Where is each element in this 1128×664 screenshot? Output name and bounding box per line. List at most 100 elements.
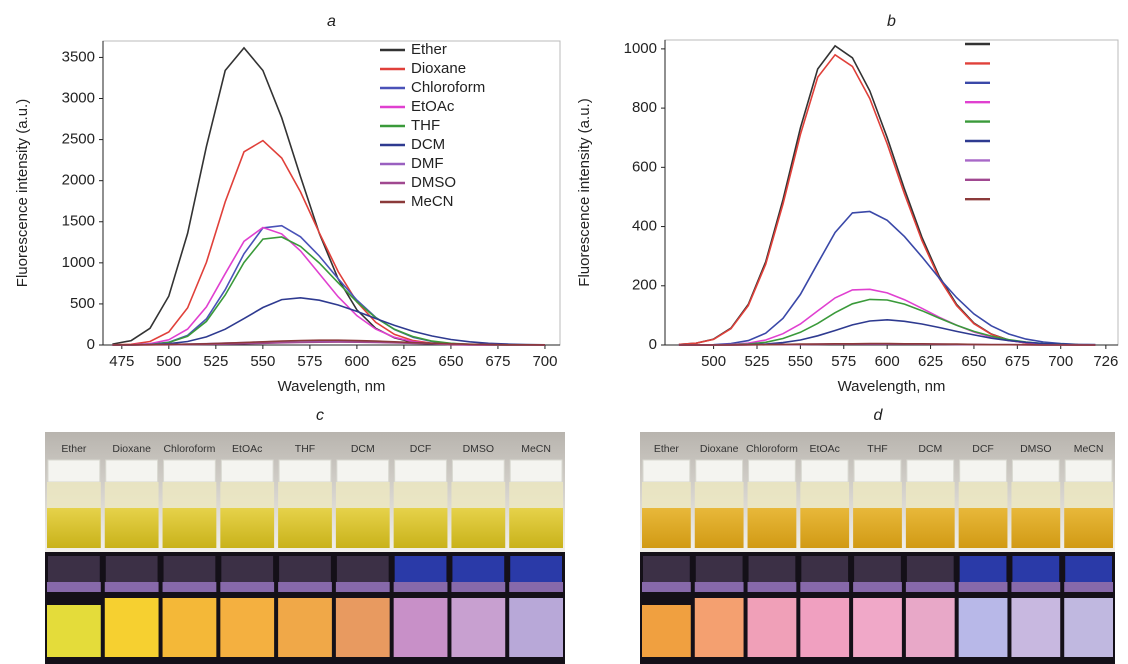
x-tick-label: 475 [109,353,134,370]
x-tick-label: 726 [1093,353,1118,370]
vial-liquid-uv [335,598,390,657]
vial-glass [335,482,390,508]
vial-glass [800,482,850,508]
vial-cap [220,459,274,483]
vial-cap [47,459,101,483]
vial-cap-uv [695,556,743,582]
series-line [112,226,545,346]
vial-label: Ether [654,443,680,455]
vial-liquid-uv [1064,598,1113,657]
vial-label: MeCN [1074,443,1104,455]
vial-glass [958,482,1008,508]
x-tick-label: 525 [744,353,769,370]
y-tick-label: 200 [632,277,657,294]
vial-glass [694,482,744,508]
vial-glow [162,582,217,592]
vial-cap [906,459,955,483]
legend-label: Ether [411,41,447,58]
vial-liquid [905,508,955,548]
x-tick-label: 600 [344,353,369,370]
vial-label: DMSO [1020,443,1052,455]
legend-label: Chloroform [411,79,485,96]
legend-label: DMF [411,155,444,172]
vial-glow [451,582,506,592]
chart-title: b [887,13,896,30]
vial-liquid [47,508,101,548]
y-tick-label: 1000 [624,40,657,57]
vial-glow [220,582,275,592]
panel-label: d [874,407,884,424]
vial-liquid [104,508,159,548]
vial-cap-uv [510,556,562,582]
x-tick-label: 575 [831,353,856,370]
vial-cap [1011,459,1060,483]
vial-cap [959,459,1007,483]
vial-liquid-uv [509,598,563,657]
vial-glow [800,582,850,592]
vial-label: EtOAc [810,443,840,455]
vial-liquid [509,508,563,548]
vial-cap-uv [748,556,796,582]
series-line [678,342,1096,346]
vial-liquid-uv [853,598,902,657]
x-tick-label: 675 [1005,353,1030,370]
vial-glass [451,482,506,508]
vial-liquid [642,508,691,548]
vial-cap-uv [394,556,447,582]
vial-liquid-uv [747,598,797,657]
vial-label: Dioxane [700,443,739,455]
vial-liquid [800,508,850,548]
panel-label: c [316,407,324,424]
vial-cap [1064,459,1113,483]
vial-liquid [162,508,217,548]
vial-cap-uv [1012,556,1060,582]
series-line [112,296,546,346]
x-tick-label: 575 [297,353,322,370]
vial-glass [642,482,691,508]
vial-liquid-uv [800,598,850,657]
series-line [678,288,1096,346]
vial-label: MeCN [521,443,551,455]
vial-liquid-uv [47,605,101,657]
y-tick-label: 0 [87,336,95,353]
vial-liquid-uv [162,598,217,657]
y-tick-label: 600 [632,158,657,175]
vial-glass [162,482,217,508]
series-line [112,139,545,346]
legend-label: THF [411,117,440,134]
vial-glow [335,582,390,592]
vial-cap [105,459,159,483]
y-tick-label: 3500 [62,48,95,65]
vial-glow [747,582,797,592]
y-tick-label: 1000 [62,254,95,271]
vial-label: DMSO [463,443,495,455]
vial-label: DCM [918,443,942,455]
vial-cap-uv [801,556,849,582]
vial-cap [695,459,744,483]
vial-liquid-uv [393,598,448,657]
vial-cap-uv [105,556,158,582]
y-tick-label: 800 [632,99,657,116]
vial-liquid [220,508,275,548]
vial-glass [905,482,955,508]
vial-glass [393,482,448,508]
vial-cap [509,459,563,483]
x-tick-label: 650 [438,353,463,370]
y-axis-label: Fluorescence intensity (a.u.) [14,99,31,287]
legend-label: DCM [411,136,445,153]
x-tick-label: 600 [875,353,900,370]
x-tick-label: 550 [788,353,813,370]
series-line [678,53,1096,346]
vial-glow [958,582,1008,592]
vial-cap [853,459,902,483]
legend-label: EtOAc [411,98,455,115]
vial-label: THF [295,443,315,455]
vial-cap-uv [279,556,331,582]
vial-cap-uv [906,556,954,582]
vial-cap [336,459,390,483]
y-tick-label: 2500 [62,131,95,148]
chart-title: a [327,13,336,30]
plot-frame [664,39,1119,346]
x-tick-label: 500 [156,353,181,370]
vial-liquid-uv [642,605,691,657]
